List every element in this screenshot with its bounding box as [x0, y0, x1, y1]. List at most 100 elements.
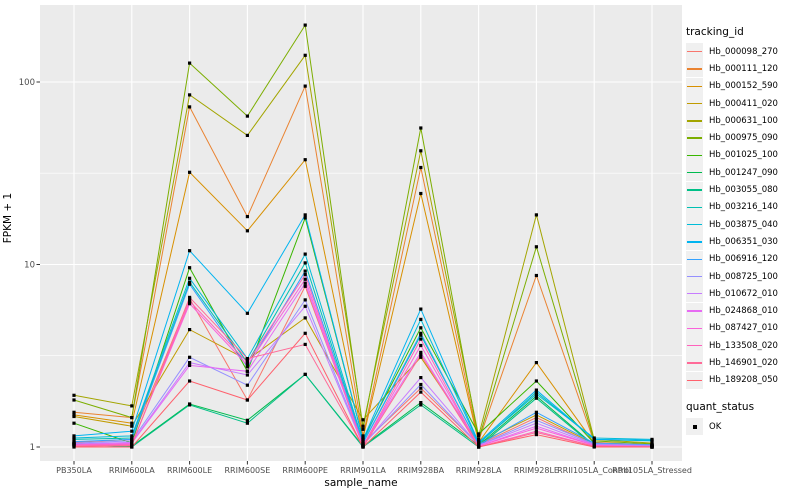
data-point [245, 229, 249, 233]
legend-key-swatch [686, 198, 703, 216]
data-point [419, 333, 423, 337]
data-point [72, 410, 76, 414]
legend-label: Hb_000098_270 [709, 46, 778, 57]
data-point [303, 281, 307, 285]
y-axis-title: FPKM + 1 [2, 192, 14, 244]
data-point [303, 23, 307, 27]
data-point [534, 394, 538, 398]
legend-key-swatch [686, 354, 703, 372]
legend-key-line-icon [687, 189, 702, 191]
data-point [303, 158, 307, 162]
legend-label: Hb_006916_120 [709, 254, 778, 265]
data-point [361, 437, 365, 441]
legend-key-swatch [686, 216, 703, 234]
data-point [419, 149, 423, 153]
data-point [534, 392, 538, 396]
data-point [361, 434, 365, 438]
legend-key-swatch [686, 233, 703, 251]
data-point [245, 311, 249, 315]
legend-key-swatch [686, 250, 703, 268]
data-point [188, 266, 192, 270]
data-point [303, 252, 307, 256]
data-point [477, 432, 481, 436]
data-point [534, 273, 538, 278]
data-point [419, 355, 423, 359]
data-point [477, 440, 481, 444]
data-point [592, 445, 596, 449]
legend-label: Hb_087427_010 [709, 323, 778, 334]
data-point [419, 165, 423, 170]
data-point [419, 353, 423, 357]
data-point [419, 350, 423, 354]
x-tick-label: RRIM600SE [225, 466, 271, 475]
data-point [245, 418, 249, 422]
legend-item: Hb_001025_100 [686, 146, 798, 164]
legend-item: Hb_133508_020 [686, 337, 798, 355]
legend-label: Hb_000975_090 [709, 133, 778, 144]
data-point [245, 369, 249, 373]
legend-items: Hb_000098_270 Hb_000111_120 Hb_000152_590 H… [686, 43, 798, 389]
data-point [592, 437, 596, 441]
legend-item: Hb_003055_080 [686, 181, 798, 199]
legend-key-line-icon [687, 154, 702, 157]
legend-item: Hb_006351_030 [686, 233, 798, 251]
data-point [419, 317, 423, 321]
data-point [188, 249, 192, 253]
data-point [245, 114, 249, 118]
data-point [245, 361, 249, 365]
legend-key-swatch [686, 181, 703, 199]
data-point [130, 429, 134, 433]
data-point [188, 355, 192, 359]
legend-key-swatch [686, 60, 703, 78]
legend-key-swatch [686, 285, 703, 303]
data-point [419, 307, 423, 311]
data-point [188, 105, 192, 109]
legend-label: Hb_000111_120 [709, 63, 778, 74]
data-point [419, 382, 423, 387]
legend-item: Hb_087427_010 [686, 319, 798, 337]
data-point [419, 386, 423, 390]
data-point [188, 280, 192, 284]
data-point [419, 401, 423, 405]
legend-label: Hb_024868_010 [709, 306, 778, 317]
black-square-marker-icon [692, 424, 697, 429]
data-point [303, 284, 307, 288]
legend-item: Hb_003875_040 [686, 216, 798, 234]
data-point [419, 337, 423, 341]
data-point [188, 328, 192, 332]
data-point [72, 434, 76, 438]
data-point [130, 416, 134, 420]
legend-key-line-icon [687, 293, 702, 295]
data-point [419, 390, 423, 394]
legend-key-line-icon [687, 327, 702, 330]
x-tick-label: RRIM928LE [514, 466, 559, 475]
legend-key-swatch [686, 268, 703, 285]
data-point [303, 269, 307, 273]
legend-key-swatch [686, 77, 703, 95]
legend: tracking_id Hb_000098_270 Hb_000111_120 Hb… [686, 26, 798, 436]
data-point [130, 424, 134, 428]
legend-item: Hb_000631_100 [686, 112, 798, 130]
data-point [534, 361, 538, 365]
data-point [361, 427, 365, 431]
x-tick-label: RRII105LA_Stressed [612, 466, 692, 475]
data-point [534, 245, 538, 249]
legend-item: Hb_001247_090 [686, 164, 798, 182]
data-point [303, 331, 307, 335]
legend-key-line-icon [687, 223, 702, 226]
data-point [419, 326, 423, 330]
data-point [477, 445, 481, 449]
legend-item: Hb_008725_100 [686, 268, 798, 285]
data-point [72, 436, 76, 440]
legend-key-line-icon [687, 344, 702, 347]
data-point [534, 433, 538, 437]
data-point [534, 418, 538, 422]
legend-item: Hb_000975_090 [686, 129, 798, 147]
legend-item: Hb_000152_590 [686, 77, 798, 95]
data-point [188, 361, 192, 365]
legend-label: Hb_006351_030 [709, 236, 778, 247]
data-point [188, 403, 192, 407]
legend-label: Hb_133508_020 [709, 340, 778, 351]
legend-label: Hb_003055_080 [709, 185, 778, 196]
